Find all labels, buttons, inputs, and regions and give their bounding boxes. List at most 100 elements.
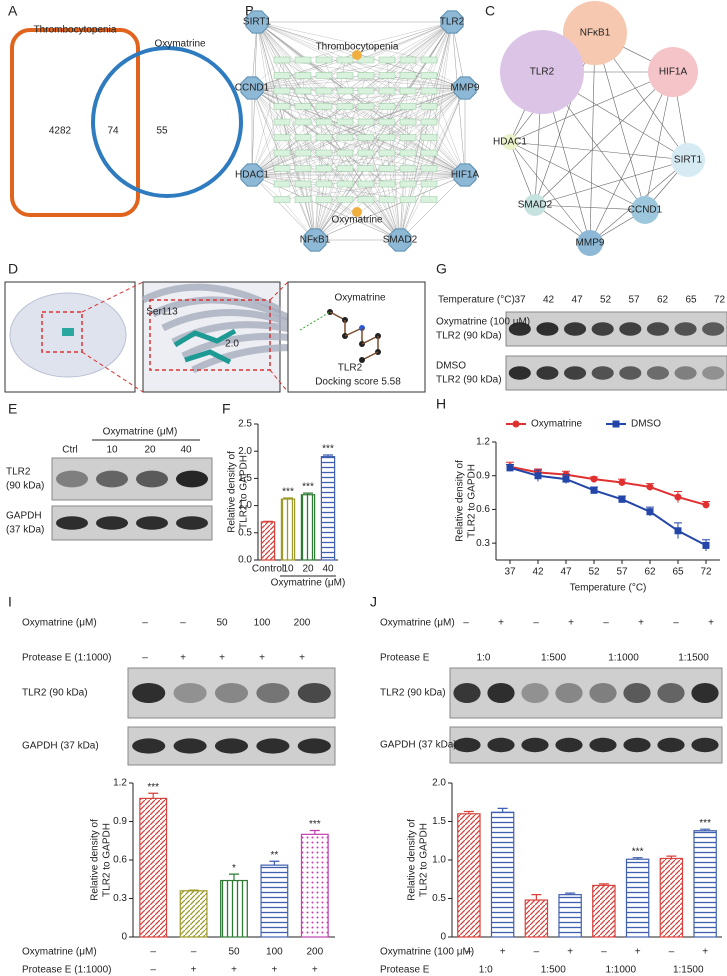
gene-node [357,72,375,79]
row-label: Oxymatrine (μM) [22,618,97,629]
gene-node [378,72,396,79]
edge [251,21,453,176]
set-label: Oxymatrine [154,39,206,50]
gene-node [420,196,438,203]
band [56,516,88,530]
band [214,738,249,754]
lane-label: + [219,653,225,664]
venn-set [10,28,140,217]
gene-node [399,165,417,172]
y-tick-label: 1.2 [113,778,127,789]
row-label: GAPDH (37 kDa) [22,741,99,752]
marker [534,472,542,480]
edge [509,141,689,161]
marker [674,527,682,535]
band [555,683,583,703]
edge [589,32,596,244]
gene-node [399,196,417,203]
band [646,366,669,380]
gene-node [315,134,333,141]
band [521,683,549,703]
edge [251,174,325,185]
edge [251,87,388,138]
gene-node [399,103,417,110]
lane-label: 62 [657,295,669,306]
band [256,738,290,754]
edge [256,21,346,138]
edge [407,106,466,176]
edge [256,21,466,176]
edge [251,106,409,176]
error-bar [229,873,239,881]
node-label: SMAD2 [518,200,553,211]
band [691,737,719,753]
gene-node [273,180,291,188]
panel-letter: D [8,261,18,277]
lane-label: – [603,618,609,629]
lane-label: + [299,653,305,664]
lane-label: + [259,653,265,664]
y-tick-label: 2.0 [238,446,252,457]
edge [323,137,466,176]
significance: *** [302,482,314,493]
y-tick-label: 0.5 [432,893,446,904]
lane-label: + [498,618,504,629]
x-tick-label: 1:1500 [673,965,704,976]
band [508,366,531,380]
edge [256,21,409,92]
error-bar [188,889,199,891]
bar [625,858,650,938]
edge [344,106,466,176]
edge [344,21,453,185]
gene-node [563,1,627,65]
edge [365,121,466,176]
lane-label: – [533,618,539,629]
gene-node [273,72,291,79]
gene-node [399,180,417,188]
x-tick-label: 65 [672,567,684,578]
panel-box [287,281,426,393]
gene-node [500,30,584,114]
edge [251,59,346,176]
lane-label: 1:500 [541,653,566,664]
lane-label: + [568,618,574,629]
edge [399,174,466,241]
edge [256,21,316,241]
band [176,470,208,488]
edge [407,21,453,185]
center-label: Thrombocytopenia [316,42,399,53]
hub-node [440,10,464,34]
panel-letter: I [8,594,12,610]
gene-node [336,72,354,79]
lane-label: 50 [216,618,228,629]
gene-node [420,87,438,95]
hub-node [388,228,412,252]
x-tick-label: – [150,947,156,958]
edge [281,168,401,241]
edge [251,137,325,176]
gene-node [648,47,698,97]
row-label: (90 kDa) [6,481,44,492]
band [646,322,669,336]
edge [399,75,409,241]
edge [428,21,453,154]
panel-letter: J [370,594,377,610]
gene-node [294,87,312,95]
hub-node [453,163,477,187]
lane-label: – [142,618,148,629]
gene-node [577,230,603,256]
gene-node [399,87,417,95]
connector [269,369,289,393]
band [297,738,331,754]
significance: ** [271,850,279,861]
x-tick-label: 1:0 [479,965,493,976]
marker [618,478,626,486]
bar [179,890,208,938]
edge [251,174,409,200]
gene-node [294,134,312,141]
ligand-label: Oxymatrine [334,293,386,304]
band [453,737,481,753]
ribbon [141,283,282,314]
lane-label: 1:1000 [608,653,639,664]
gene-node [294,72,312,79]
